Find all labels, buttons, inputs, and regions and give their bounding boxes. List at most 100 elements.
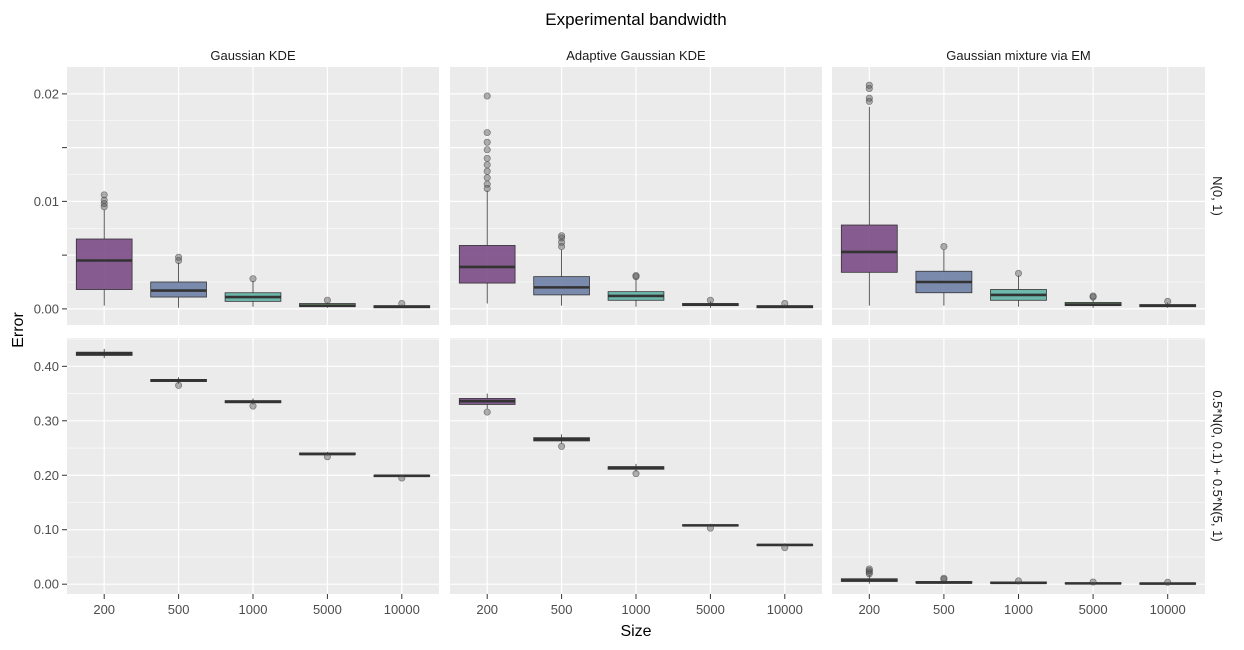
- x-tick-label: 200: [93, 602, 115, 617]
- box-500: [915, 574, 973, 584]
- box-10000: [1139, 578, 1197, 586]
- outlier-point: [483, 154, 491, 162]
- box-1000: [990, 269, 1047, 307]
- x-tick-label: 1000: [239, 602, 268, 617]
- chart-title: Experimental bandwidth: [545, 10, 726, 29]
- outlier-point: [483, 174, 491, 182]
- box-10000: [373, 299, 431, 309]
- x-tick-label: 200: [858, 602, 880, 617]
- row-strip-label: N(0, 1): [1210, 176, 1225, 216]
- outlier-point: [865, 565, 873, 573]
- outlier-point: [249, 275, 257, 283]
- outlier-point: [483, 146, 491, 154]
- outlier-point: [483, 92, 491, 100]
- y-tick-label: 0.10: [34, 522, 59, 537]
- outlier-point: [865, 81, 873, 89]
- outlier-point: [323, 453, 331, 461]
- box-1000: [607, 463, 665, 478]
- x-tick-label: 5000: [696, 602, 725, 617]
- facet-panel: [832, 45, 1205, 325]
- outlier-point: [398, 474, 406, 482]
- facet-panel: [832, 338, 1205, 594]
- box-5000: [682, 296, 739, 308]
- box-iqr: [75, 238, 133, 290]
- box-500: [533, 232, 590, 306]
- box-500: [533, 434, 590, 450]
- x-tick-label: 1000: [622, 602, 651, 617]
- x-tick-label: 200: [476, 602, 498, 617]
- outlier-point: [1014, 577, 1022, 585]
- outlier-point: [781, 299, 789, 307]
- outlier-point: [865, 567, 873, 575]
- box-5000: [299, 451, 356, 461]
- box-1000: [224, 398, 282, 410]
- y-tick-label: 0.40: [34, 359, 59, 374]
- outlier-point: [865, 94, 873, 102]
- y-tick-label: 0.00: [34, 301, 59, 316]
- outlier-point: [558, 442, 566, 450]
- outlier-point: [558, 234, 566, 242]
- box-5000: [299, 296, 356, 308]
- box-5000: [682, 523, 739, 532]
- outlier-point: [323, 296, 331, 304]
- row-strip-label: 0.5*N(0, 0.1) + 0.5*N(5, 1): [1210, 390, 1225, 541]
- column-strip-label: Gaussian mixture via EM: [946, 48, 1091, 63]
- x-tick-label: 500: [933, 602, 955, 617]
- outlier-point: [706, 524, 714, 532]
- x-tick-label: 5000: [313, 602, 342, 617]
- y-tick-label: 0.00: [34, 577, 59, 592]
- box-200: [458, 393, 516, 416]
- facet-panel: [450, 45, 822, 325]
- column-strip-label: Adaptive Gaussian KDE: [566, 48, 706, 63]
- y-tick-label: 0.02: [34, 86, 59, 101]
- box-200: [840, 81, 898, 306]
- facet-panels: [67, 45, 1205, 594]
- outlier-point: [483, 161, 491, 169]
- box-5000: [1064, 578, 1122, 586]
- box-10000: [756, 543, 814, 552]
- outlier-point: [483, 129, 491, 137]
- y-axis-title: Error: [10, 312, 27, 348]
- outlier-point: [483, 167, 491, 175]
- outlier-point: [781, 544, 789, 552]
- outlier-point: [398, 299, 406, 307]
- box-5000: [1064, 292, 1122, 308]
- outlier-point: [483, 408, 491, 416]
- facet-panel: [67, 45, 439, 325]
- outlier-point: [483, 180, 491, 188]
- outlier-point: [940, 574, 948, 582]
- box-200: [458, 92, 516, 304]
- x-axis: 200 500 1000 5000 10000 200 500 1000 5000 10000 20…: [93, 594, 1186, 617]
- x-tick-label: 10000: [1150, 602, 1186, 617]
- box-1000: [224, 275, 282, 307]
- strip-background: [450, 45, 822, 65]
- outlier-point: [175, 253, 183, 261]
- box-500: [150, 377, 207, 389]
- x-tick-label: 10000: [767, 602, 803, 617]
- box-iqr: [458, 245, 516, 284]
- y-tick-label: 0.20: [34, 468, 59, 483]
- outlier-point: [558, 232, 566, 240]
- outlier-point: [1014, 269, 1022, 277]
- box-200: [75, 191, 133, 306]
- facet-panel: [450, 338, 822, 594]
- outlier-point: [100, 196, 108, 204]
- box-10000: [756, 299, 814, 309]
- outlier-point: [483, 138, 491, 146]
- box-500: [150, 253, 207, 308]
- outlier-point: [706, 296, 714, 304]
- strip-background: [67, 45, 439, 65]
- outlier-point: [940, 243, 948, 251]
- outlier-point: [175, 381, 183, 389]
- y-tick-label: 0.01: [34, 194, 59, 209]
- outlier-point: [1089, 292, 1097, 300]
- box-iqr: [533, 276, 590, 296]
- outlier-point: [632, 470, 640, 478]
- x-tick-label: 5000: [1079, 602, 1108, 617]
- box-200: [75, 348, 133, 359]
- outlier-point: [100, 191, 108, 199]
- outlier-point: [249, 402, 257, 410]
- box-500: [915, 243, 973, 306]
- column-strip-label: Gaussian KDE: [210, 48, 296, 63]
